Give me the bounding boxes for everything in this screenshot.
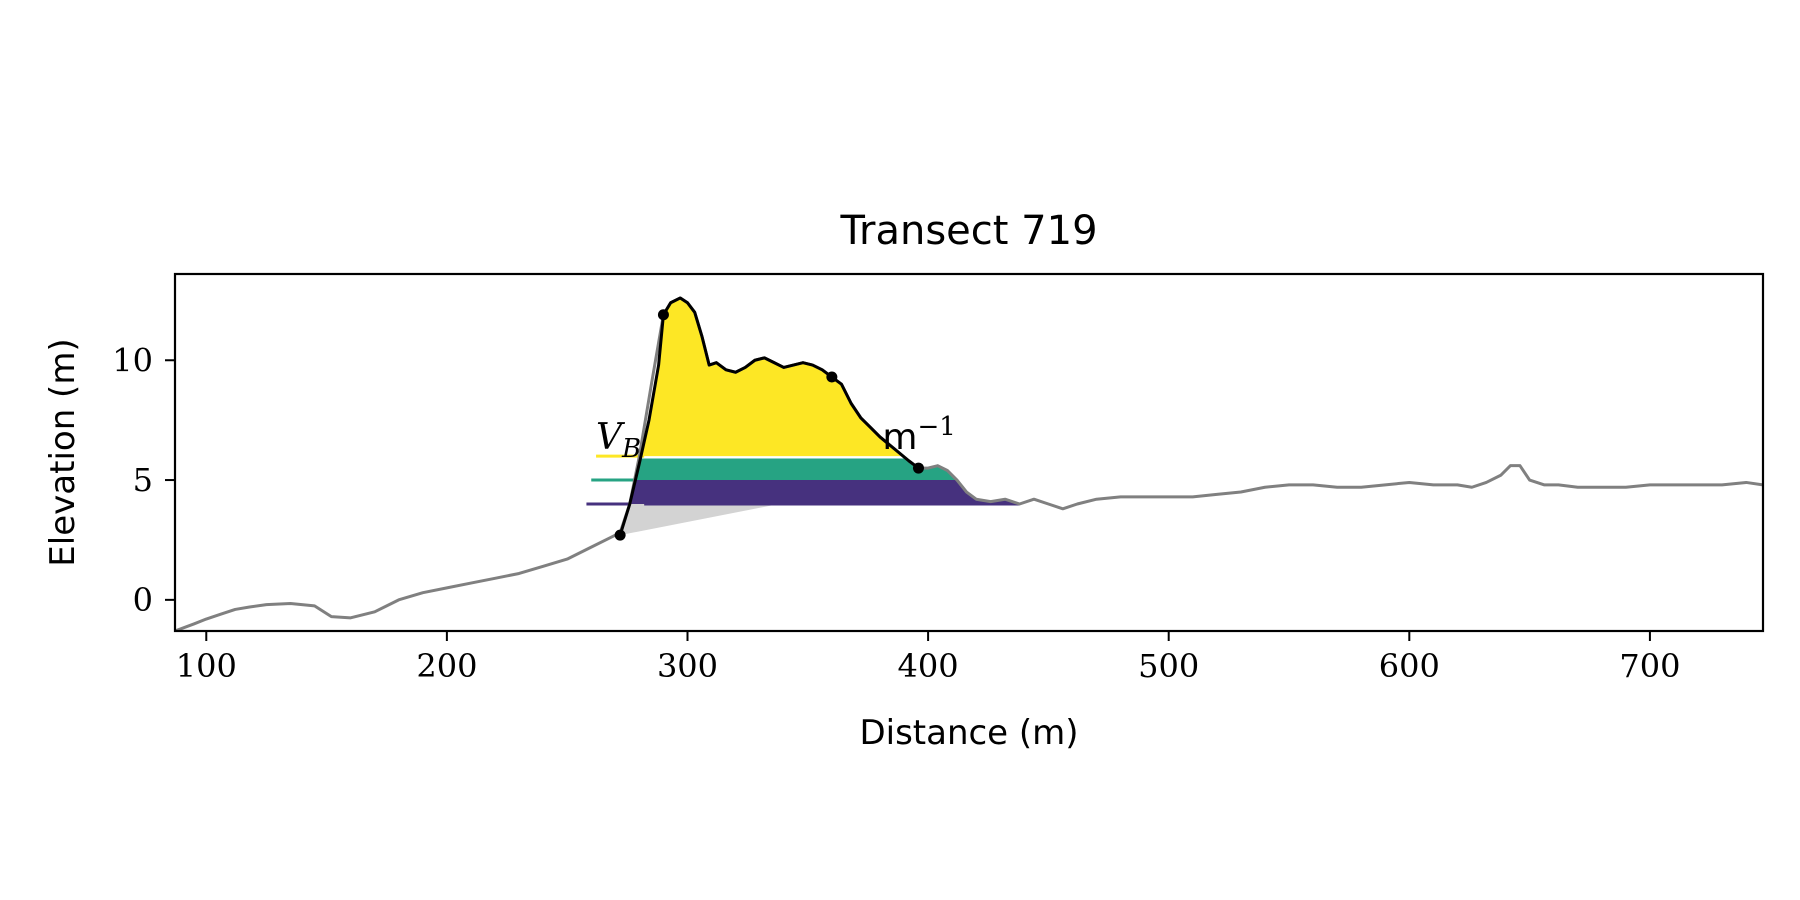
band-yellow: [639, 297, 909, 457]
x-tick-label: 500: [1138, 647, 1199, 685]
x-tick-label: 200: [416, 647, 477, 685]
band-teal: [634, 458, 957, 481]
marker-point: [614, 529, 626, 541]
y-axis: 0 5 10: [112, 341, 175, 619]
elevation-profile-line: [175, 296, 1763, 631]
y-tick-label: 10: [112, 341, 153, 379]
band-purple: [629, 480, 1020, 505]
fill-layer: [620, 297, 1020, 536]
x-tick-label: 700: [1619, 647, 1680, 685]
x-tick-label: 300: [657, 647, 718, 685]
marker-point: [826, 371, 838, 383]
chart-title: Transect 719: [839, 208, 1097, 254]
annotation-m-inverse: m−1: [882, 412, 955, 458]
annotation-layer: VB m−1: [596, 412, 956, 464]
x-axis: 100 200 300 400 500 600 700: [176, 631, 1680, 685]
y-tick-label: 0: [133, 581, 153, 619]
y-axis-label: Elevation (m): [43, 338, 83, 566]
x-tick-label: 400: [898, 647, 959, 685]
plot-frame: [173, 272, 1765, 633]
grey-wedge: [620, 504, 779, 536]
line-layer: [175, 296, 1763, 631]
x-axis-label: Distance (m): [859, 713, 1078, 753]
x-tick-label: 600: [1379, 647, 1440, 685]
point-layer: [614, 309, 924, 541]
annotation-vb: VB: [596, 417, 641, 464]
marker-point: [657, 309, 669, 321]
x-tick-label: 100: [176, 647, 237, 685]
y-tick-label: 5: [133, 461, 153, 499]
marker-point: [912, 462, 924, 474]
